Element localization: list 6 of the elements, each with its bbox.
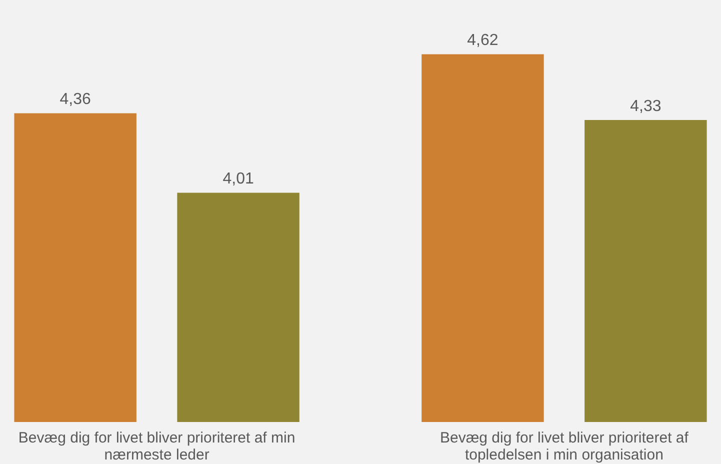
x-tick-label: Bevæg dig for livet bliver prioriteret af min nærmeste leder [18, 430, 296, 464]
data-label: 4,36 [60, 91, 91, 108]
data-label: 4,62 [467, 32, 498, 50]
data-label: 4,01 [222, 170, 254, 188]
data-label: 4,33 [630, 98, 662, 116]
x-tick-label: Bevæg dig for livet bliver prioriteret af topledelsen i min organisation [440, 430, 690, 464]
